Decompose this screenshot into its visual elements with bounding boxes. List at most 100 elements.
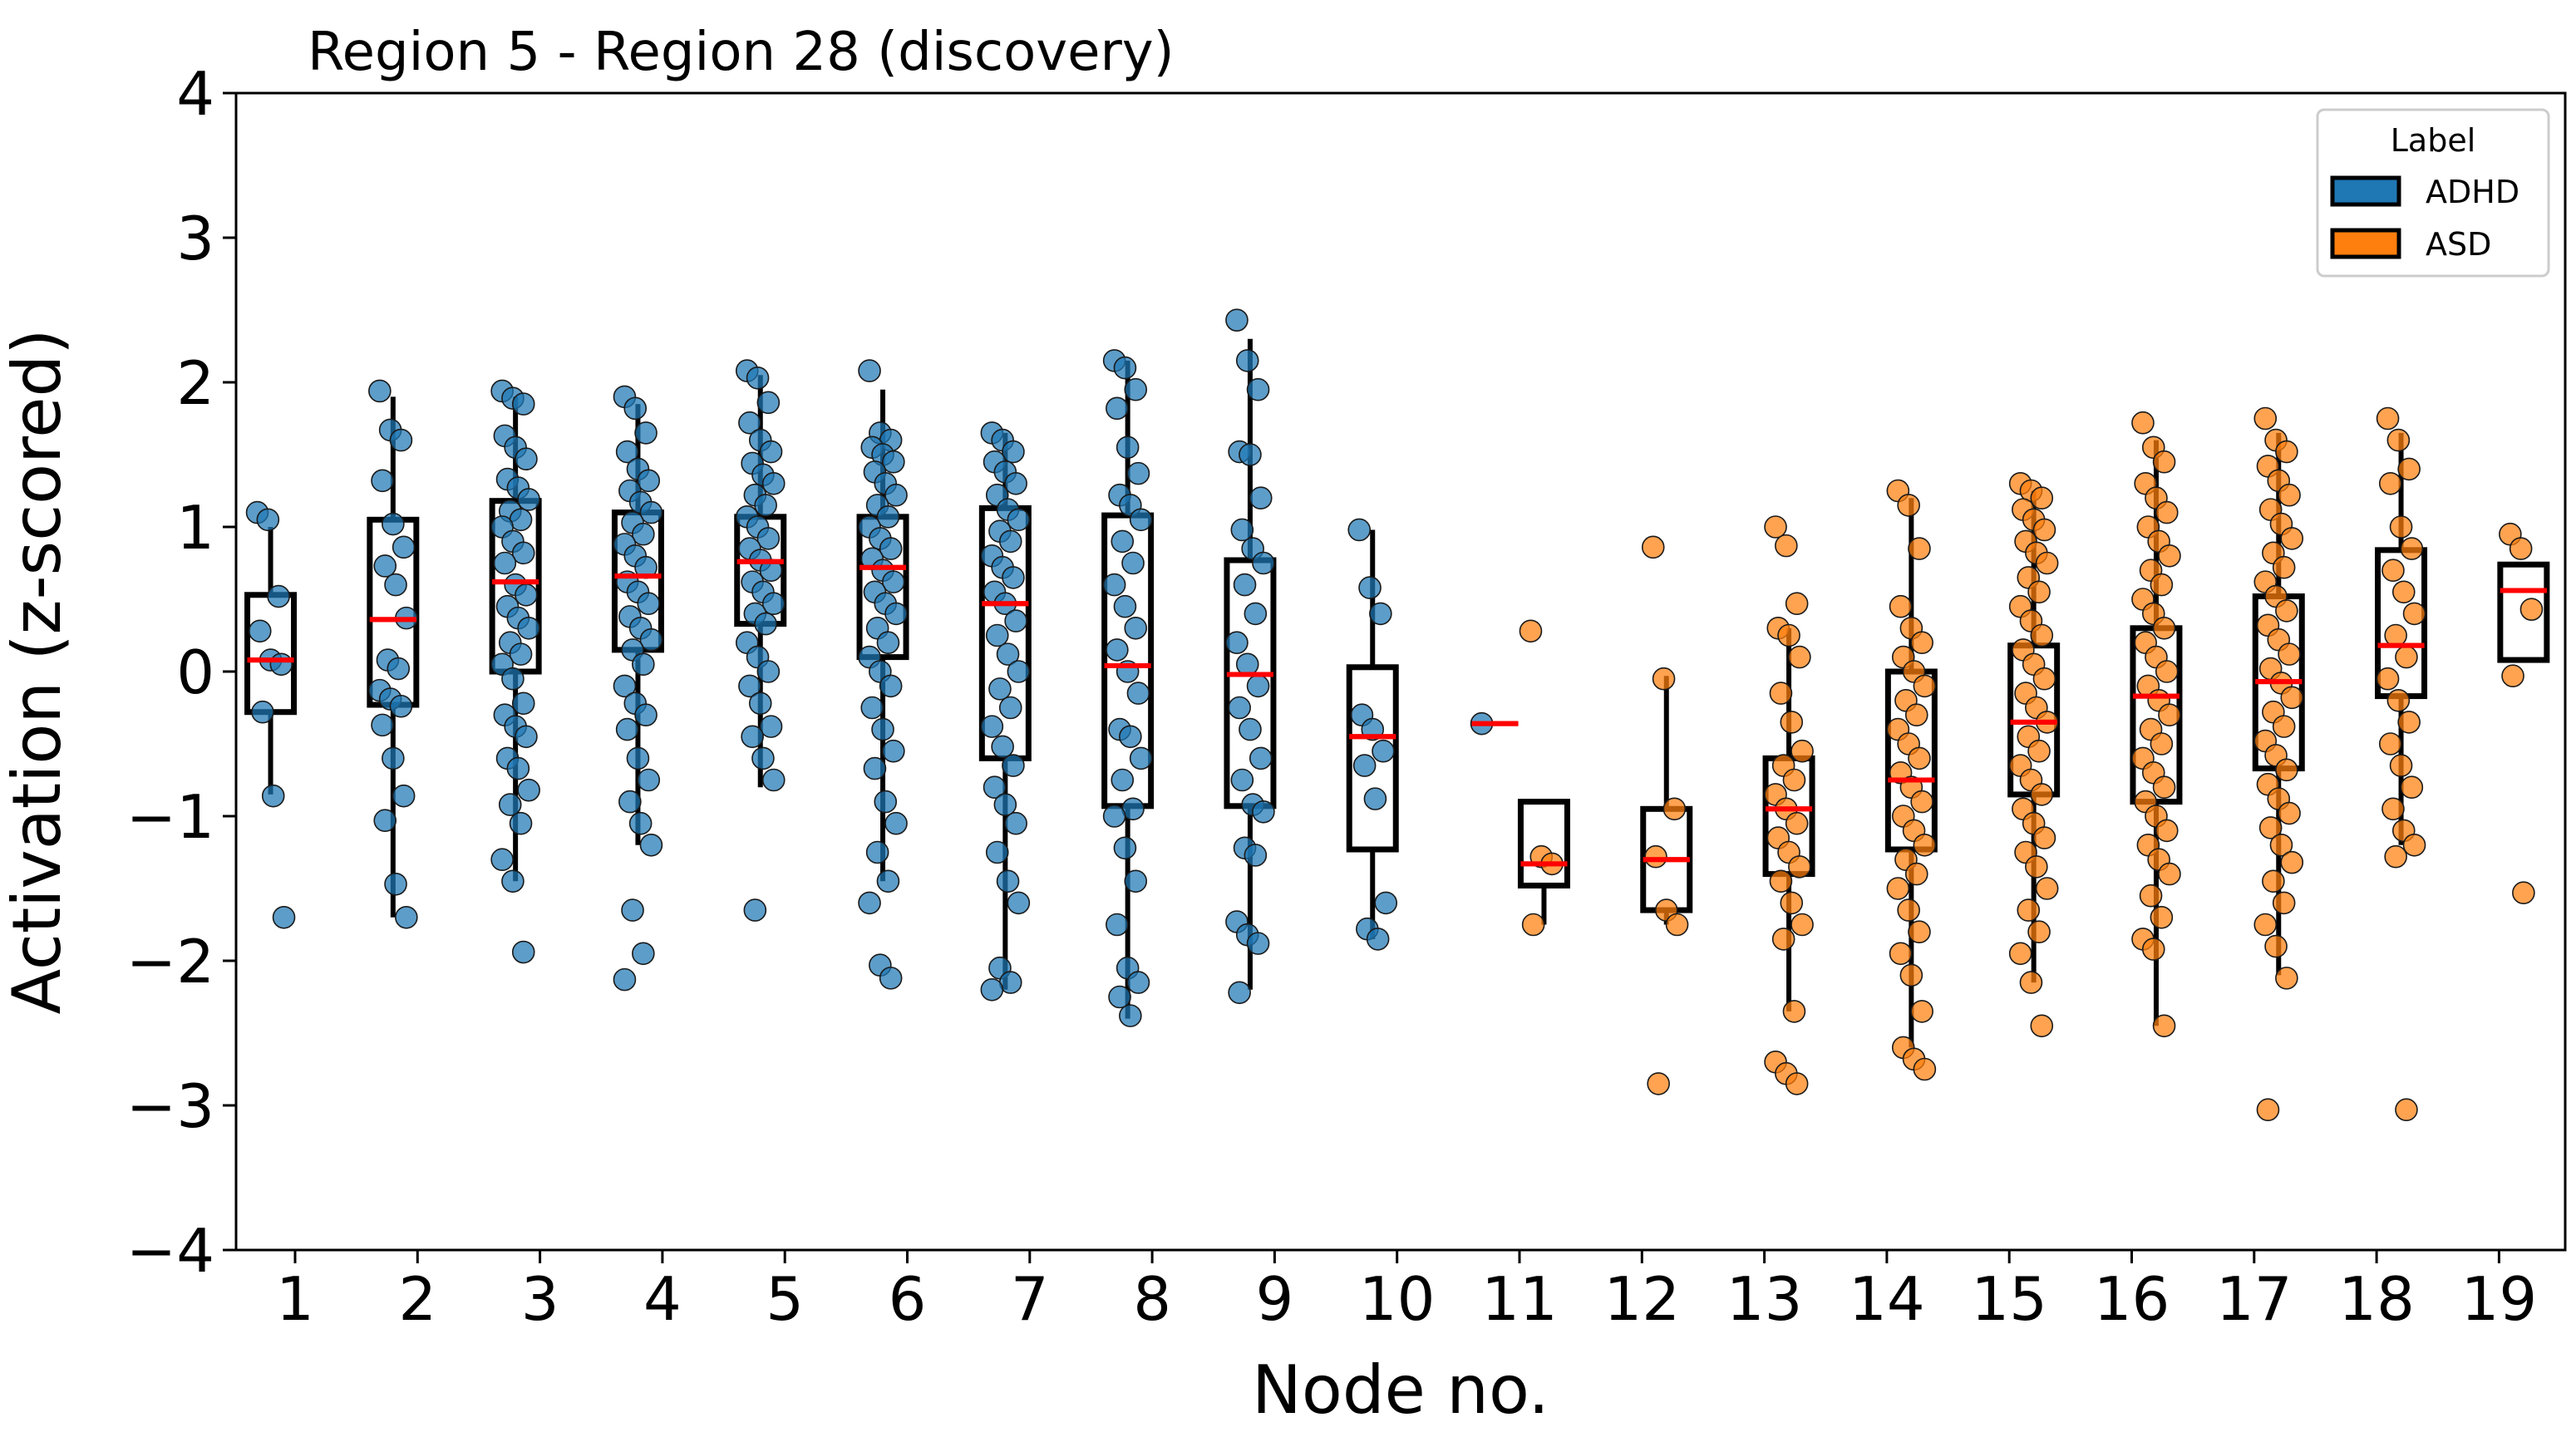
plot-frame <box>234 91 2567 1252</box>
data-point <box>1374 891 1398 915</box>
data-point <box>1369 602 1392 626</box>
data-point <box>615 440 639 464</box>
data-point <box>2275 599 2298 623</box>
x-axis: 1 2 3 4 5 6 7 8 9 10 11 12 13 14 15 16 17 18 19 <box>276 1250 2537 1334</box>
data-point <box>1764 515 1787 539</box>
data-point <box>993 793 1017 816</box>
data-point <box>1113 836 1137 860</box>
data-point <box>1007 891 1031 915</box>
data-point <box>1244 602 1268 626</box>
strip-group <box>245 500 296 929</box>
y-tick-label: 3 <box>176 204 214 273</box>
data-point <box>2256 1098 2280 1122</box>
data-point <box>1790 913 1814 937</box>
data-point <box>1252 551 1275 575</box>
data-point <box>1246 377 1270 401</box>
y-tick-label: 1 <box>176 493 214 563</box>
data-point <box>1363 787 1387 810</box>
data-point <box>2384 623 2407 647</box>
data-point <box>1228 981 1251 1005</box>
strip-group <box>1519 619 1564 937</box>
data-point <box>511 940 535 964</box>
x-tick-label: 2 <box>398 1264 436 1334</box>
data-point <box>1246 932 1270 955</box>
data-point <box>2152 450 2176 474</box>
data-point <box>759 715 783 738</box>
data-point <box>738 411 761 435</box>
x-tick-label: 11 <box>1481 1264 1558 1334</box>
data-point <box>613 967 637 992</box>
data-point <box>1652 667 1676 691</box>
data-point <box>1102 573 1126 597</box>
data-point <box>2395 1098 2418 1122</box>
data-point <box>637 592 661 616</box>
data-point <box>761 768 786 792</box>
data-point <box>1106 638 1129 662</box>
data-point <box>2269 833 2293 857</box>
data-point <box>1124 616 1148 640</box>
data-point <box>384 872 407 896</box>
data-point <box>991 735 1014 759</box>
data-point <box>2384 844 2407 869</box>
data-point <box>371 713 394 737</box>
y-tick-label: 4 <box>176 59 214 129</box>
data-point <box>2152 1014 2176 1038</box>
data-point <box>1790 739 1814 763</box>
data-point <box>511 691 535 716</box>
data-point <box>1910 1000 1933 1023</box>
data-point <box>860 696 884 720</box>
data-point <box>1129 746 1153 770</box>
data-point <box>1771 928 1795 951</box>
data-point <box>373 809 397 833</box>
data-point <box>2035 551 2059 575</box>
data-point <box>2027 920 2051 943</box>
data-point <box>2155 819 2179 843</box>
data-point <box>382 746 405 770</box>
data-point <box>2512 881 2535 905</box>
data-point <box>980 715 1004 738</box>
x-axis-label: Node no. <box>1252 1351 1549 1429</box>
data-point <box>2150 732 2174 755</box>
data-point <box>1769 682 1793 705</box>
data-point <box>751 746 775 770</box>
data-point <box>1886 877 1910 900</box>
data-point <box>2376 667 2400 691</box>
legend-title: Label <box>2391 122 2476 159</box>
data-point <box>879 967 903 990</box>
data-point <box>1788 855 1811 878</box>
data-point <box>858 891 881 915</box>
data-point <box>517 778 540 802</box>
x-tick-label: 1 <box>276 1264 314 1334</box>
data-point <box>389 428 413 452</box>
data-point <box>1002 754 1025 777</box>
data-point <box>988 677 1012 701</box>
data-point <box>382 512 405 536</box>
data-point <box>2030 1014 2054 1038</box>
data-point <box>756 527 781 550</box>
data-point <box>269 652 293 677</box>
data-point <box>2150 573 2174 597</box>
data-point <box>876 505 900 529</box>
data-point <box>1007 508 1031 532</box>
x-tick-label: 17 <box>2216 1264 2293 1334</box>
data-point <box>2008 942 2032 966</box>
data-point <box>1780 711 1804 734</box>
data-point <box>738 674 761 698</box>
data-point <box>1910 790 1933 814</box>
data-point <box>1899 963 1923 987</box>
data-point <box>2272 715 2296 738</box>
data-point <box>996 642 1020 666</box>
data-point <box>2262 869 2285 893</box>
x-tick-label: 19 <box>2461 1264 2538 1334</box>
data-point <box>1782 1000 1806 1023</box>
data-point <box>387 657 411 681</box>
data-point <box>2389 515 2413 539</box>
x-tick-label: 4 <box>643 1264 682 1334</box>
data-point <box>1644 844 1667 869</box>
data-point <box>2158 544 2181 568</box>
data-point <box>1908 537 1931 560</box>
chart-title: Region 5 - Region 28 (discovery) <box>308 22 1175 83</box>
x-tick-label: 8 <box>1133 1264 1171 1334</box>
data-point <box>2264 934 2288 958</box>
data-point <box>2386 688 2411 712</box>
